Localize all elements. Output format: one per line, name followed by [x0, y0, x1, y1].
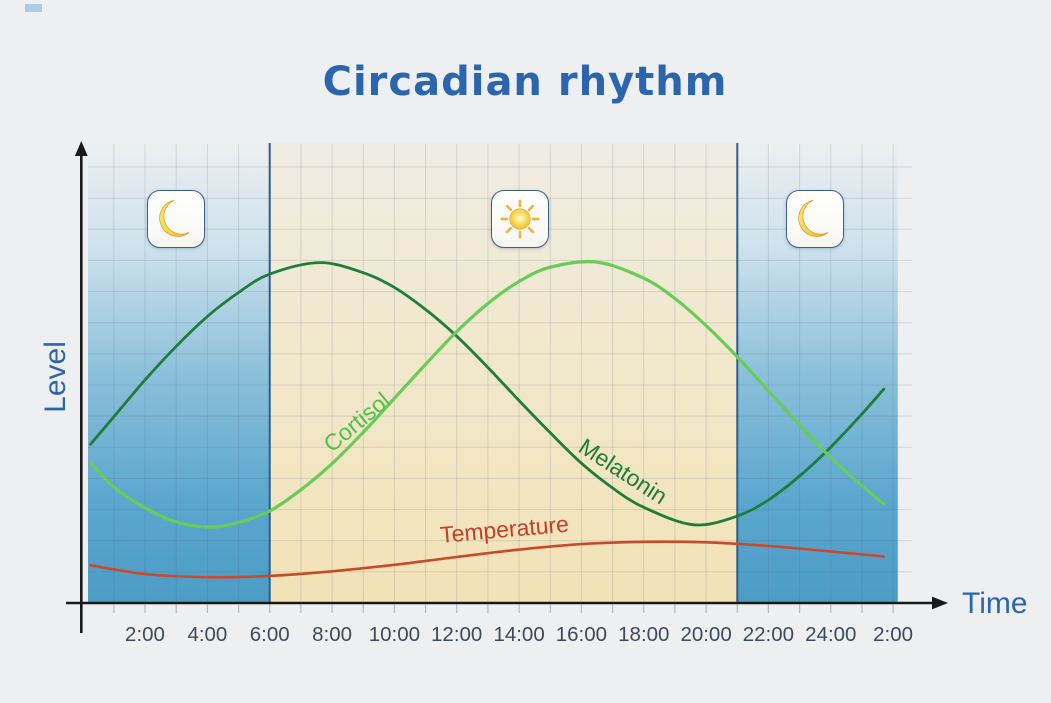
moon-icon: [798, 199, 829, 237]
sun-icon: [500, 199, 540, 239]
curve-temperature: [89, 540, 886, 579]
axes: [66, 141, 948, 633]
x-tick-label: 16:00: [556, 623, 607, 646]
x-tick-label: 2:00: [125, 623, 165, 646]
x-tick-label: 2:00: [873, 623, 913, 646]
y-axis-arrow: [74, 141, 88, 156]
moon-icon: [159, 199, 190, 237]
curve-cortisol: [88, 260, 886, 529]
night-icon-box-right: [786, 190, 844, 248]
x-tick-label: 14:00: [493, 623, 544, 646]
corner-mark: [25, 4, 42, 12]
x-tick-label: 6:00: [250, 623, 290, 646]
x-axis-label: Time: [962, 587, 1028, 620]
curve-melatonin: [89, 261, 886, 527]
x-tick-label: 4:00: [187, 623, 227, 646]
chart-title: Circadian rhythm: [322, 59, 728, 105]
x-tick-label: 24:00: [805, 623, 856, 646]
x-tick-label: 10:00: [369, 623, 420, 646]
x-tick-label: 8:00: [312, 623, 352, 646]
x-tick-label: 18:00: [618, 623, 669, 646]
x-tick-label: 12:00: [431, 623, 482, 646]
x-axis-arrow: [932, 596, 948, 610]
x-tick-label: 20:00: [680, 623, 731, 646]
day-icon-box: [491, 190, 549, 248]
x-tick-label: 22:00: [743, 623, 794, 646]
night-icon-box-left: [147, 190, 205, 248]
x-ticks: [113, 604, 894, 613]
